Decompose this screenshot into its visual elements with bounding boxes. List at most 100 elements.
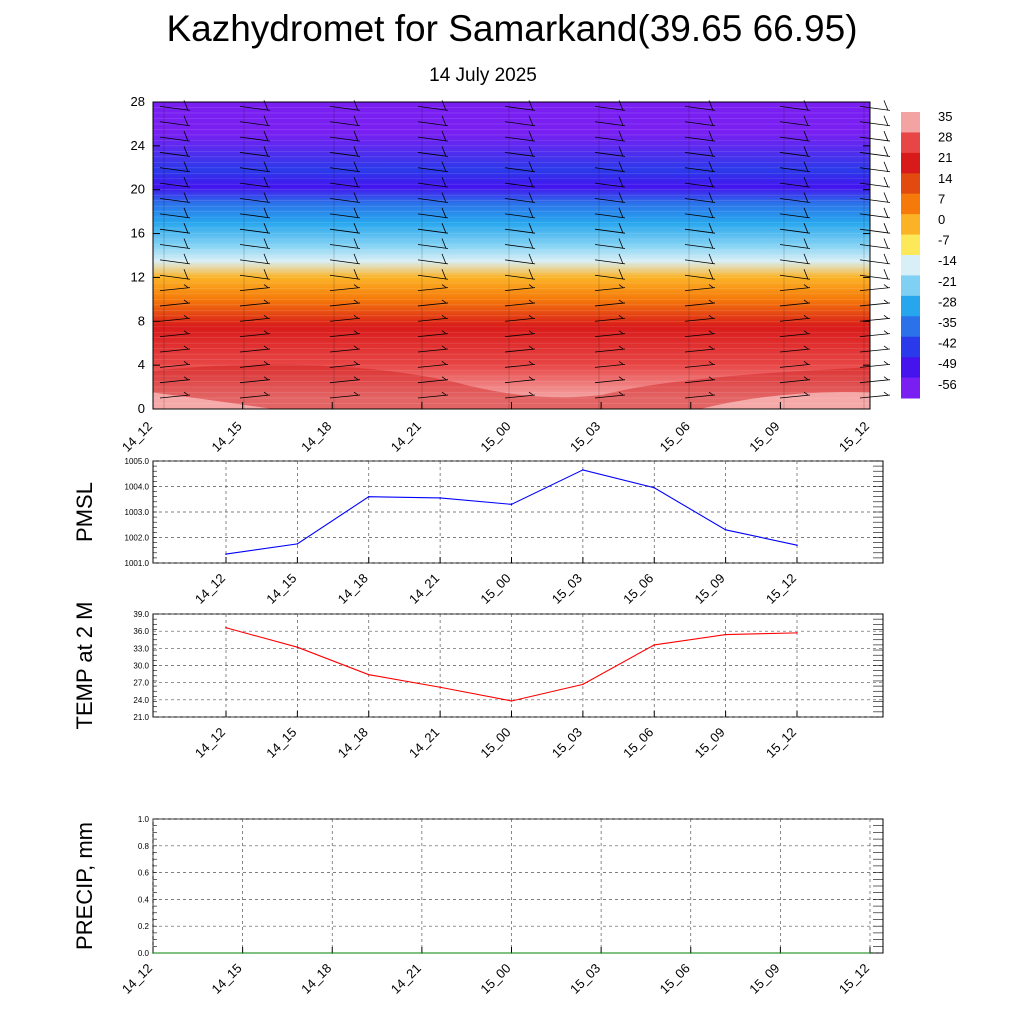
panel-y-tick-label: 1001.0 xyxy=(125,559,150,568)
wind-barb-staff xyxy=(859,198,891,203)
wind-barb xyxy=(239,146,271,157)
wind-barb-flag xyxy=(441,192,447,203)
wind-barb xyxy=(329,161,361,173)
colorbar-label: -14 xyxy=(938,253,957,268)
wind-barb-staff xyxy=(239,274,271,280)
panel-x-tick-label: 15_00 xyxy=(477,961,513,997)
wind-barb-flag xyxy=(441,176,447,188)
panel-x-tick-label: 15_09 xyxy=(692,725,728,761)
wind-barb-staff xyxy=(859,394,891,399)
wind-barb-staff xyxy=(239,302,271,307)
panel-x-tick-label: 15_03 xyxy=(549,725,585,761)
panel-x-tick-label: 15_00 xyxy=(477,725,513,761)
wind-barb xyxy=(779,391,811,399)
wind-barb xyxy=(504,314,536,322)
wind-barb-flag xyxy=(263,361,269,365)
wind-barb-flag xyxy=(353,115,359,126)
series-point xyxy=(152,952,154,954)
series-point xyxy=(689,952,692,954)
wind-barb xyxy=(159,284,191,291)
panel-y-tick-label: 24.0 xyxy=(133,696,149,705)
wind-barb-staff xyxy=(779,287,811,291)
wind-barb xyxy=(239,391,271,399)
wind-barb-staff xyxy=(329,379,361,384)
wind-barb-flag xyxy=(263,176,269,188)
wind-barb xyxy=(239,345,271,353)
wind-barb-flag xyxy=(803,299,809,304)
wind-barb-staff xyxy=(594,152,626,157)
wind-barb xyxy=(159,176,191,188)
wind-barb xyxy=(329,376,361,384)
wind-barb xyxy=(504,376,536,384)
wind-barb-flag xyxy=(441,238,447,249)
wind-barb-staff xyxy=(417,121,449,127)
panel-x-tick-label: 15_09 xyxy=(746,961,782,997)
panel-frame xyxy=(152,818,884,954)
wind-barb xyxy=(779,299,811,307)
wind-barb-flag xyxy=(353,146,359,157)
panel-y-tick-label: 30.0 xyxy=(133,662,149,671)
series-point xyxy=(421,952,423,954)
wind-barb-staff xyxy=(417,213,449,219)
wind-barb-flag xyxy=(528,299,534,304)
wind-barb-staff xyxy=(159,167,191,173)
panel-x-tick-label: 14_15 xyxy=(263,725,299,761)
wind-barb-staff xyxy=(417,136,449,142)
wind-barb xyxy=(684,345,716,353)
wind-barb-staff xyxy=(504,167,536,173)
wind-barb-staff xyxy=(159,274,191,280)
wind-barb-flag xyxy=(353,314,359,319)
wind-barb xyxy=(779,361,811,368)
wind-barb-flag xyxy=(263,269,269,280)
wind-barb xyxy=(594,223,626,234)
colorbar-label: 21 xyxy=(938,150,952,165)
panel-x-tick-label: 14_18 xyxy=(298,961,334,997)
wind-barb xyxy=(417,176,449,188)
wind-barb-flag xyxy=(883,161,889,172)
wind-barb-flag xyxy=(883,207,889,218)
wind-barb-flag xyxy=(618,391,624,396)
wind-barb xyxy=(594,361,626,368)
colorbar-swatch xyxy=(901,173,920,195)
wind-barb-flag xyxy=(708,176,714,188)
wind-barb xyxy=(159,238,191,249)
wind-barb-flag xyxy=(883,376,889,381)
wind-barb xyxy=(239,130,271,142)
wind-barb-staff xyxy=(684,244,716,249)
wind-barb-staff xyxy=(504,348,536,353)
wind-barb-staff xyxy=(504,274,536,280)
wind-barb-flag xyxy=(803,361,809,365)
wind-barb-flag xyxy=(441,299,447,304)
wind-barb-staff xyxy=(329,228,361,234)
wind-barb-flag xyxy=(353,391,359,396)
wind-barb xyxy=(329,345,361,353)
wind-barb-flag xyxy=(183,192,189,203)
wind-barb xyxy=(594,161,626,173)
heatmap-y-tick-label: 20 xyxy=(131,182,145,197)
wind-barb xyxy=(159,330,191,338)
wind-barb xyxy=(684,299,716,307)
wind-barb-staff xyxy=(159,228,191,234)
wind-barb-flag xyxy=(263,284,269,288)
wind-barb-staff xyxy=(859,228,891,234)
wind-barb-staff xyxy=(684,363,716,368)
wind-barb xyxy=(779,192,811,203)
wind-barb-flag xyxy=(803,376,809,381)
wind-barb-staff xyxy=(779,302,811,307)
wind-barb-staff xyxy=(684,167,716,173)
colorbar-swatch xyxy=(901,132,920,154)
panel-x-tick-label: 14_21 xyxy=(406,571,442,607)
wind-barb-staff xyxy=(859,274,891,280)
wind-barb-staff xyxy=(159,302,191,307)
wind-barb-staff xyxy=(859,136,891,142)
wind-barb-flag xyxy=(528,207,534,218)
wind-barb-flag xyxy=(618,345,624,350)
wind-barb-flag xyxy=(883,146,889,157)
wind-barb-staff xyxy=(504,244,536,249)
colorbar-swatch xyxy=(901,357,920,379)
colorbar-swatch xyxy=(901,234,920,256)
wind-barb-flag xyxy=(883,253,889,265)
wind-barb xyxy=(329,314,361,322)
wind-barb xyxy=(239,330,271,338)
wind-barb-staff xyxy=(859,244,891,249)
